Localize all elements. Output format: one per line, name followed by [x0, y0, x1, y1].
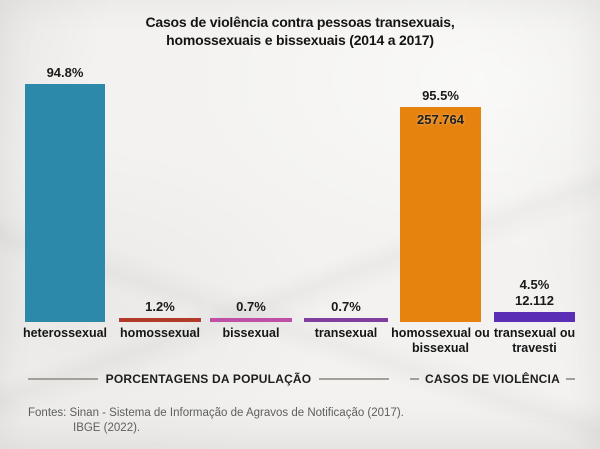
bar-transexual-ou-travesti [494, 312, 575, 322]
count-label-homossexual-ou-bissexual: 257.764 [417, 112, 464, 127]
source-note: Fontes: Sinan - Sistema de Informação de… [28, 406, 404, 436]
legend-line-right [319, 378, 389, 380]
category-label-homossexual-ou-bissexual: homossexual ou bissexual [391, 326, 490, 355]
chart-title: Casos de violência contra pessoas transe… [0, 13, 600, 49]
category-label-heterossexual: heterossexual [22, 326, 108, 340]
value-label-bissexual: 0.7% [236, 299, 266, 314]
value-label-heterossexual: 94.8% [46, 65, 84, 80]
source-note-line1: Fontes: Sinan - Sistema de Informação de… [28, 407, 404, 419]
legend-dash-right [565, 378, 575, 380]
category-label-transexual: transexual [314, 326, 378, 340]
legend-percentages-label: PORCENTAGENS DA POPULAÇÃO [105, 372, 312, 386]
bar-homossexual [119, 318, 201, 322]
bar-transexual [304, 318, 388, 322]
legend-cases: CASOS DE VIOLÊNCIA [404, 372, 586, 386]
category-label-homossexual: homossexual [120, 326, 200, 340]
bar-homossexual-ou-bissexual: 257.764 [400, 107, 481, 322]
source-note-line2: IBGE (2022). [73, 422, 141, 434]
legend-percentages: PORCENTAGENS DA POPULAÇÃO [20, 372, 397, 386]
value-label-homossexual-ou-bissexual: 95.5% [422, 88, 459, 103]
chart-title-line2: homossexuais e bissexuais (2014 a 2017) [166, 32, 434, 48]
count-label-transexual-ou-travesti: 12.112 [514, 293, 555, 308]
value-label-transexual: 0.7% [331, 299, 361, 314]
legend-line-left [28, 378, 98, 380]
category-label-bissexual: bissexual [222, 326, 280, 340]
legend-dash-left [410, 378, 419, 380]
legend-row: PORCENTAGENS DA POPULAÇÃO CASOS DE VIOLÊ… [0, 372, 600, 388]
chart-title-line1: Casos de violência contra pessoas transe… [145, 14, 455, 30]
value-label-homossexual: 1.2% [145, 299, 175, 314]
value-label-transexual-ou-travesti: 4.5% 12.112 [480, 277, 589, 309]
category-label-transexual-ou-travesti: transexual ou travesti [493, 326, 576, 355]
bar-heterossexual [25, 84, 105, 322]
legend-cases-label: CASOS DE VIOLÊNCIA [425, 372, 560, 386]
bar-bissexual [210, 318, 292, 322]
